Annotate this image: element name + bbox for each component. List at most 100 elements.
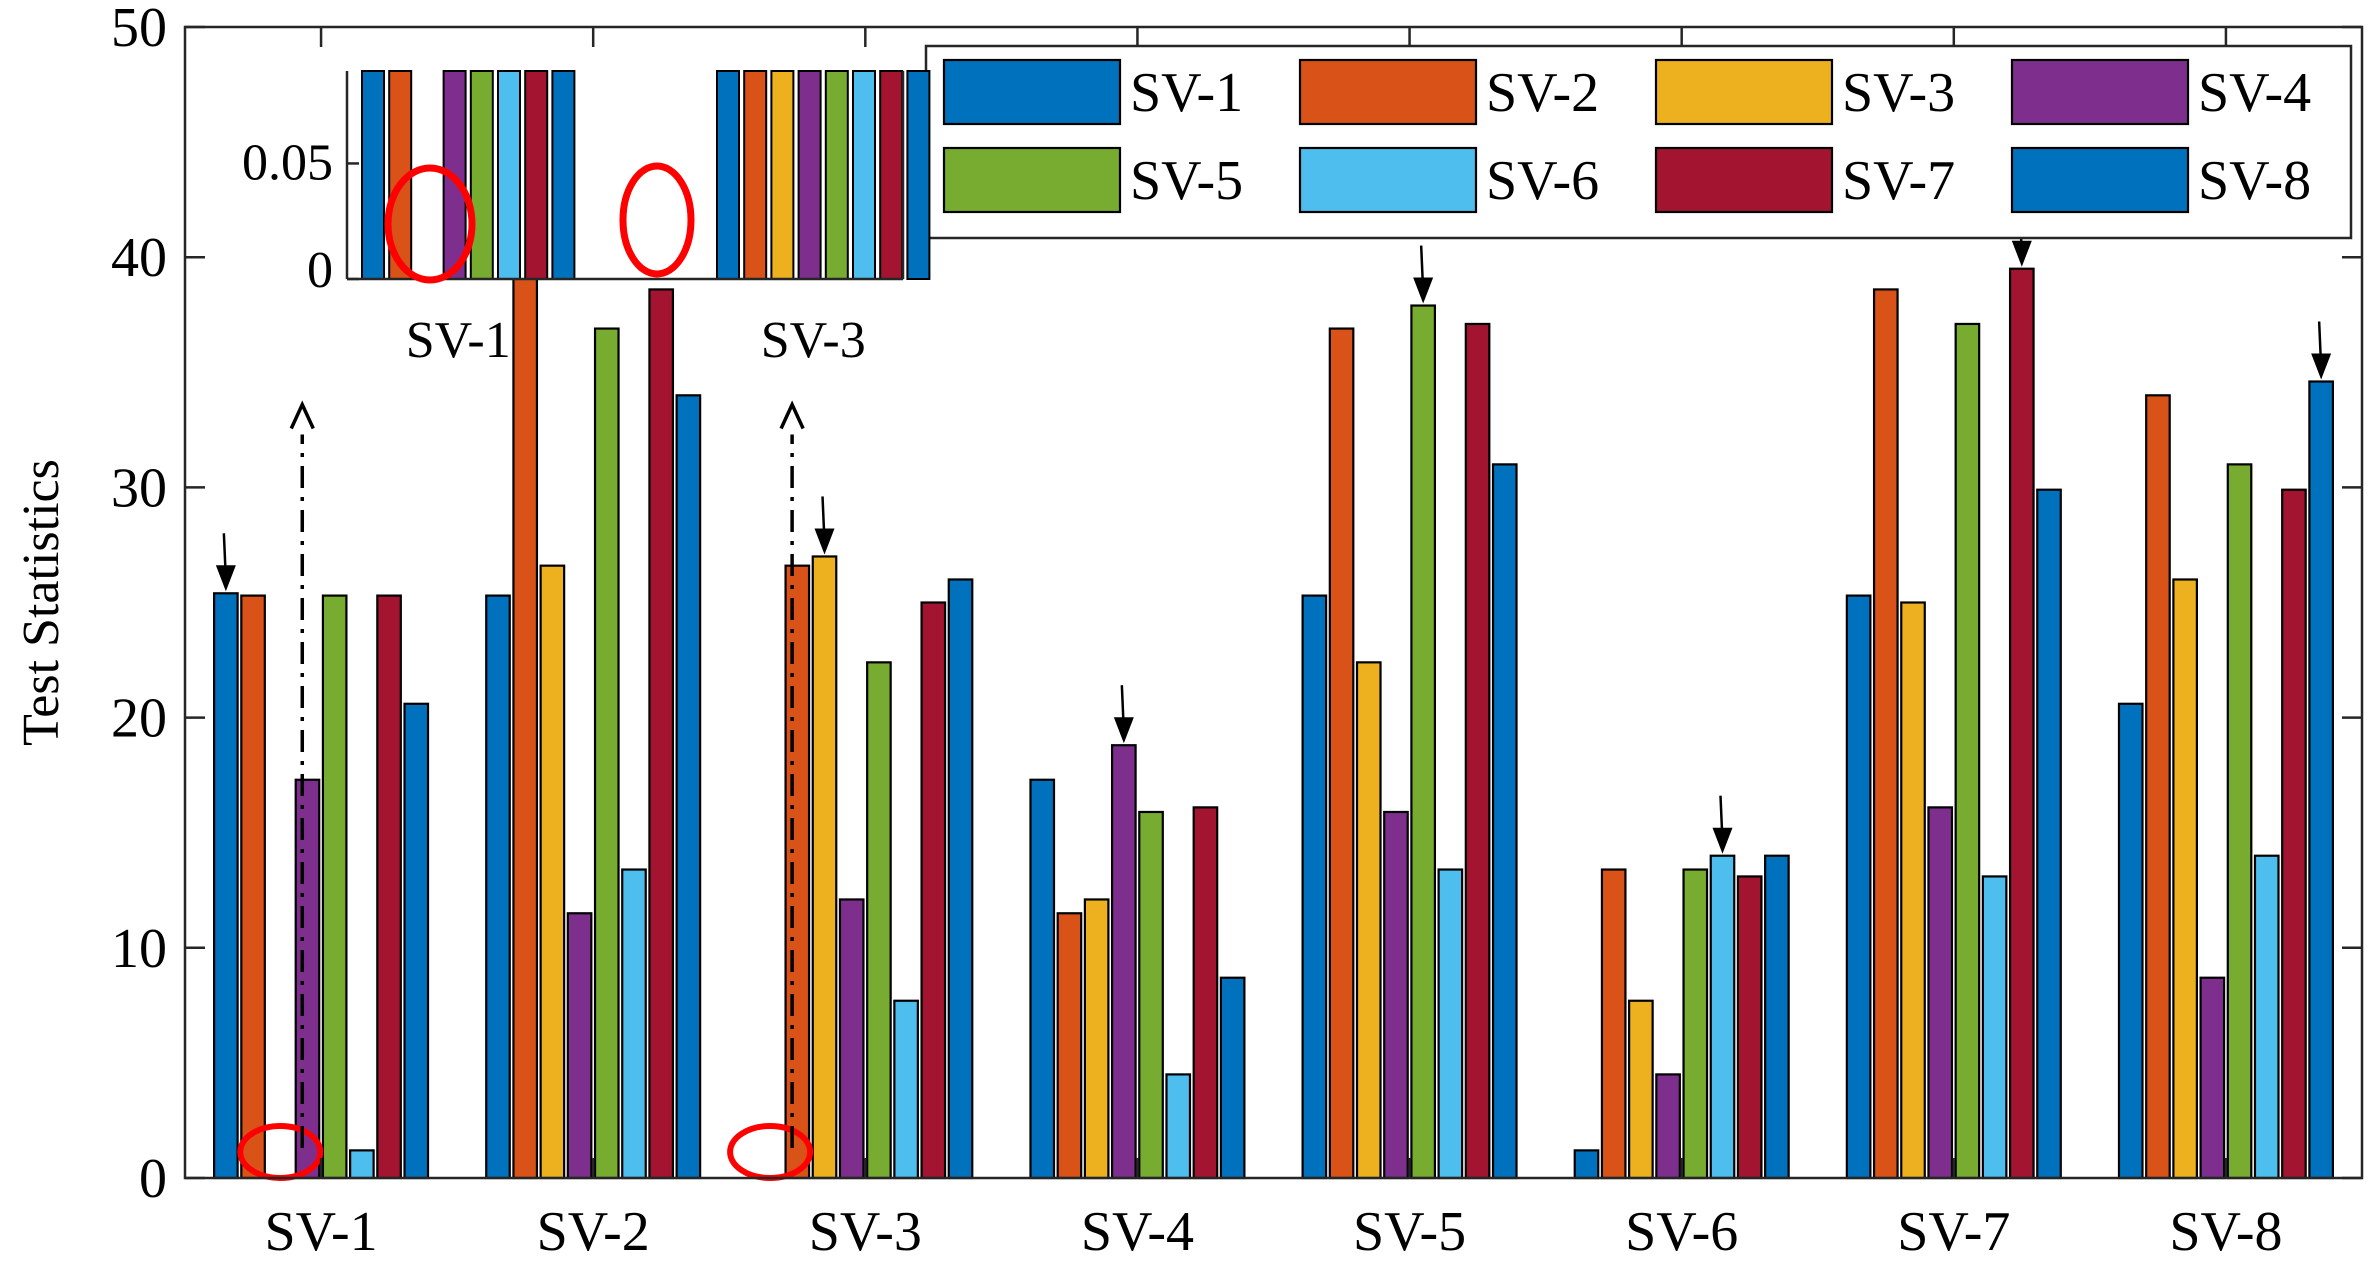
dash-dot-arrow-head [289,400,315,430]
bar-sv-7-sv-6 [1736,875,1763,1180]
inset-bar-sv-8-sv-1 [551,70,576,280]
legend-entry-sv-7: SV-7 [1654,146,1955,214]
x-tick-label: SV-1 [265,1201,378,1263]
bar-sv-5-sv-3 [866,661,892,1180]
bar-sv-7-sv-7 [2008,267,2035,1180]
legend-label: SV-5 [1130,150,1243,212]
bar-sv-7-sv-2 [648,288,675,1180]
arrow-head [1712,827,1733,854]
inset-zero-circle-sv-3 [619,162,695,278]
bar-sv-1-sv-5 [1301,594,1328,1180]
bar-sv-5-sv-7 [1954,322,1981,1180]
bar-sv-3-sv-3 [811,555,838,1180]
bar-sv-5-sv-4 [1138,810,1164,1180]
y-tick-label: 40 [111,227,167,289]
legend-swatch [1298,146,1478,214]
bar-sv-6-sv-5 [1437,868,1464,1180]
arrow-sv-5 [1413,245,1434,304]
bar-sv-4-sv-2 [566,912,593,1180]
x-tick-label: SV-5 [1353,1201,1466,1263]
arrow-head [215,565,236,592]
bar-sv-3-sv-5 [1355,661,1382,1180]
inset-bar-sv-5-sv-3 [824,70,849,280]
bar-sv-6-sv-7 [1981,875,2008,1180]
dash-dot-arrow-head [779,400,805,430]
bar-sv-3-sv-7 [1900,601,1926,1180]
bar-sv-5-sv-8 [2226,463,2253,1180]
legend-label: SV-4 [2198,62,2311,124]
inset-bar-sv-6-sv-3 [852,70,876,280]
bar-sv-4-sv-1 [294,778,321,1180]
x-tick-label: SV-2 [537,1201,650,1263]
inset-bar-sv-2-sv-3 [743,70,768,280]
inset-bar-sv-7-sv-3 [879,70,904,280]
bar-sv-8-sv-8 [2308,380,2334,1180]
bar-sv-3-sv-4 [1083,898,1110,1180]
bar-sv-4-sv-6 [1655,1073,1681,1180]
inset-zero-circle-sv-1 [384,164,476,284]
arrow-sv-4 [1113,685,1134,744]
arrow-head [2011,240,2032,267]
arrow-head [1113,717,1134,744]
inset-bar-sv-1-sv-1 [361,70,385,280]
bar-sv-8-sv-3 [947,578,974,1180]
bar-sv-2-sv-4 [1056,912,1083,1180]
arrow-sv-3 [814,496,835,555]
y-tick-label: 50 [111,0,167,59]
inset-x-label: SV-1 [406,312,511,369]
arrow-sv-8 [2311,321,2332,380]
bar-sv-4-sv-8 [2199,976,2226,1180]
bar-sv-7-sv-3 [920,601,947,1180]
bar-sv-5-sv-6 [1682,868,1709,1180]
annotations-layer [215,208,2332,1181]
bar-sv-1-sv-1 [213,592,239,1180]
bar-sv-4-sv-4 [1110,744,1137,1180]
bar-sv-6-sv-1 [349,1149,375,1180]
bar-sv-6-sv-4 [1165,1073,1192,1180]
x-tick-label: SV-7 [1897,1201,2010,1263]
legend-entry-sv-1: SV-1 [942,58,1243,126]
arrow-sv-1 [215,533,236,592]
legend-label: SV-6 [1486,150,1599,212]
bar-sv-1-sv-7 [1845,594,1872,1180]
x-tick-label: SV-4 [1081,1201,1194,1263]
bar-sv-1-sv-6 [1573,1149,1600,1180]
bar-sv-1-sv-2 [485,594,511,1180]
x-tick-label: SV-6 [1625,1201,1738,1263]
bar-sv-5-sv-5 [1410,304,1437,1180]
bar-sv-2-sv-8 [2145,394,2171,1180]
legend-swatch [2010,146,2190,214]
inset-bar-sv-3-sv-3 [770,70,795,280]
bar-sv-3-sv-8 [2172,578,2198,1180]
bar-sv-4-sv-5 [1383,810,1409,1180]
legend-swatch [1654,146,1834,214]
inset-y-tick-label: 0.05 [242,134,333,191]
bar-sv-6-sv-8 [2253,854,2280,1180]
inset-bar-sv-6-sv-1 [497,70,521,280]
bar-sv-8-sv-1 [403,702,430,1180]
legend-entry-sv-4: SV-4 [2010,58,2311,126]
y-tick-label: 10 [111,918,167,980]
bar-sv-6-sv-6 [1709,854,1736,1180]
legend-entry-sv-3: SV-3 [1654,58,1955,126]
bar-sv-2-sv-1 [240,594,266,1180]
legend-entry-sv-6: SV-6 [1298,146,1599,214]
bar-sv-7-sv-8 [2281,488,2307,1180]
arrow-head [2311,353,2332,380]
bar-sv-4-sv-3 [838,898,865,1180]
legend-swatch [2010,58,2190,126]
bar-sv-6-sv-2 [621,868,647,1180]
bar-sv-2-sv-2 [512,274,539,1180]
bar-sv-2-sv-6 [1600,868,1627,1180]
bar-sv-1-sv-4 [1029,778,1056,1180]
inset-chart: SV-1 SV-3 0 0.05 [242,70,931,369]
legend: SV-1 SV-2 SV-3 SV-4 SV-5 SV-6 SV-7 SV-8 [924,44,2353,240]
bar-sv-3-sv-6 [1628,999,1654,1180]
bar-sv-8-sv-2 [675,394,702,1180]
legend-entry-sv-8: SV-8 [2010,146,2311,214]
y-tick-label: 20 [111,688,167,750]
legend-swatch [942,146,1122,214]
plot-frame [183,25,2364,1180]
arrow-head [814,528,835,555]
